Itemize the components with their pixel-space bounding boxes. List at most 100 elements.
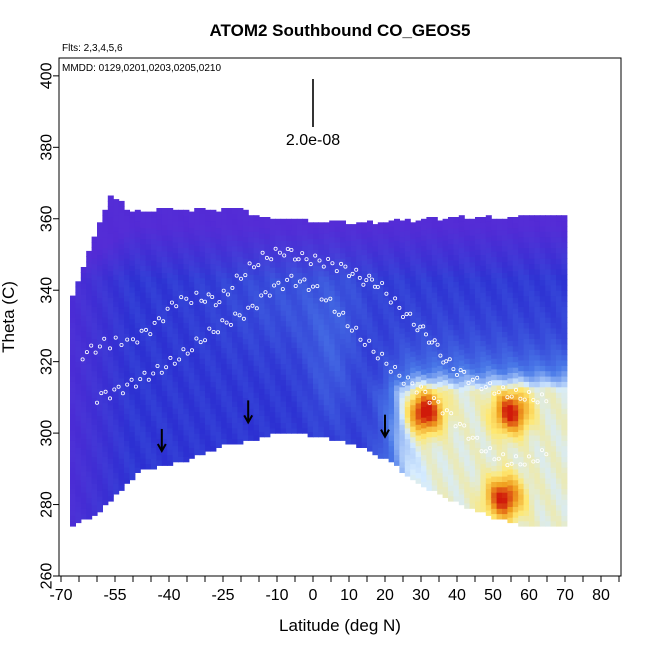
heat-cell <box>561 493 568 500</box>
heat-cell <box>334 413 341 420</box>
heat-cell <box>86 256 93 263</box>
heat-cell <box>458 349 465 356</box>
heat-cell <box>383 265 390 272</box>
heat-cell <box>232 213 238 220</box>
heat-cell <box>340 317 346 323</box>
heat-cell <box>264 372 271 379</box>
heat-cell <box>194 315 201 322</box>
heat-cell <box>102 343 109 350</box>
heat-cell <box>307 302 314 309</box>
heat-cell <box>215 318 222 325</box>
heat-cell <box>550 263 557 270</box>
heat-cell <box>232 299 238 306</box>
heat-cell <box>437 429 444 436</box>
heat-cell <box>372 299 379 306</box>
heat-cell <box>556 247 562 254</box>
heat-cell <box>226 261 233 268</box>
heat-cell <box>442 476 449 482</box>
heat-cell <box>453 372 460 379</box>
track-point <box>84 350 89 355</box>
heat-cell <box>475 452 481 459</box>
heat-cell <box>97 243 103 250</box>
heat-cell <box>307 372 314 379</box>
heat-cell <box>561 397 568 404</box>
heat-cell <box>453 447 460 454</box>
heat-cell <box>113 413 120 420</box>
heat-cell <box>80 459 87 466</box>
heat-cell <box>464 299 471 306</box>
heat-cell <box>118 329 125 336</box>
heat-cell <box>188 297 195 304</box>
heat-cell <box>529 231 535 238</box>
track-point <box>492 391 497 396</box>
heat-cell <box>502 508 508 515</box>
heat-cell <box>259 431 265 438</box>
heat-cell <box>469 476 476 482</box>
heat-cell <box>221 374 228 381</box>
heat-cell <box>394 325 400 332</box>
heat-cell <box>286 224 292 231</box>
heat-cell <box>448 281 454 288</box>
heat-cell <box>356 442 363 448</box>
heat-cell <box>248 322 255 329</box>
heat-cell <box>421 379 427 386</box>
track-point <box>217 300 222 305</box>
heat-cell <box>145 340 152 347</box>
heat-cell <box>97 340 103 347</box>
heat-cell <box>86 443 93 450</box>
heat-cell <box>529 477 535 484</box>
heat-cell <box>86 309 93 316</box>
heat-cell <box>523 397 530 404</box>
heat-cell <box>215 350 222 357</box>
heat-cell <box>550 268 557 275</box>
heat-cell <box>442 363 449 370</box>
heat-cell <box>480 452 487 459</box>
heat-cell <box>377 383 384 390</box>
heat-cell <box>329 349 336 356</box>
heat-cell <box>161 320 168 327</box>
heat-cell <box>496 417 503 423</box>
heat-cell <box>318 238 325 245</box>
heat-cell <box>442 277 449 284</box>
heat-cell <box>458 370 465 377</box>
heat-cell <box>124 295 130 302</box>
heat-cell <box>556 418 562 425</box>
heat-cell <box>507 367 514 373</box>
track-point <box>189 348 194 353</box>
heat-cell <box>345 352 352 359</box>
heat-cell <box>97 350 103 357</box>
heat-cell <box>561 290 568 297</box>
heat-cell <box>388 359 395 366</box>
heat-cell <box>129 254 136 261</box>
heat-cell <box>464 459 471 466</box>
co-field-heatmap <box>70 195 568 527</box>
heat-cell <box>264 249 271 256</box>
heat-cell <box>502 368 508 375</box>
heat-cell <box>124 418 130 425</box>
heat-cell <box>394 395 400 402</box>
heat-cell <box>118 313 125 320</box>
heat-cell <box>550 258 557 265</box>
heat-cell <box>556 338 562 345</box>
heat-cell <box>280 374 287 381</box>
heat-cell <box>172 220 179 227</box>
heat-cell <box>356 281 363 288</box>
heat-cell <box>107 227 114 234</box>
heat-cell <box>388 220 395 227</box>
heat-cell <box>502 395 508 402</box>
heat-cell <box>329 381 336 388</box>
heat-cell <box>448 468 454 475</box>
heat-cell <box>124 220 130 227</box>
heat-cell <box>561 413 568 420</box>
heat-cell <box>491 293 498 300</box>
heat-cell <box>313 222 319 229</box>
heat-cell <box>151 452 157 459</box>
heat-cell <box>448 388 454 395</box>
heat-cell <box>367 424 373 431</box>
heat-cell <box>275 283 282 290</box>
heat-cell <box>485 413 492 420</box>
heat-cell <box>485 306 492 313</box>
heat-cell <box>421 449 427 456</box>
heat-cell <box>502 443 508 450</box>
heat-cell <box>107 313 114 320</box>
